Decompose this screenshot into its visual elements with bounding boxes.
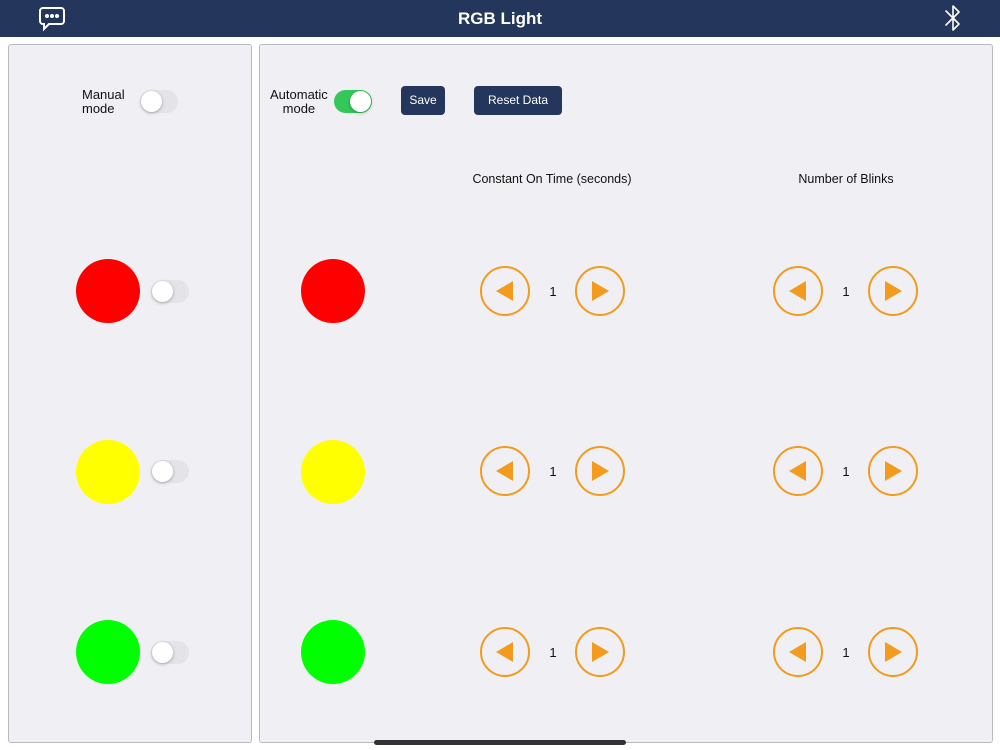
auto-red-light bbox=[301, 259, 365, 323]
on-time-increment-button[interactable] bbox=[575, 627, 625, 677]
automatic-mode-label-line2: mode bbox=[282, 101, 316, 116]
auto-green-light bbox=[301, 620, 365, 684]
blinks-increment-button[interactable] bbox=[868, 266, 918, 316]
manual-mode-toggle[interactable] bbox=[140, 90, 178, 113]
on-time-decrement-button[interactable] bbox=[480, 446, 530, 496]
manual-mode-label-line1: Manual bbox=[82, 87, 125, 102]
manual-mode-label-line2: mode bbox=[82, 101, 115, 116]
page-title: RGB Light bbox=[457, 9, 543, 28]
automatic-mode-panel: Automatic mode Save Reset Data Constant … bbox=[259, 44, 993, 743]
bluetooth-icon[interactable] bbox=[940, 3, 966, 33]
blinks-decrement-button[interactable] bbox=[773, 627, 823, 677]
blinks-value: 1 bbox=[842, 284, 850, 299]
manual-yellow-light bbox=[76, 440, 140, 504]
automatic-mode-label-line1: Automatic bbox=[270, 87, 328, 102]
manual-mode-panel: Manual mode bbox=[8, 44, 252, 743]
on-time-value: 1 bbox=[549, 464, 557, 479]
manual-mode-label: Manual mode bbox=[82, 88, 125, 116]
home-indicator bbox=[374, 740, 626, 745]
manual-red-toggle[interactable] bbox=[151, 280, 189, 303]
on-time-column-header: Constant On Time (seconds) bbox=[472, 172, 632, 186]
on-time-increment-button[interactable] bbox=[575, 446, 625, 496]
save-button[interactable]: Save bbox=[401, 86, 445, 115]
on-time-value: 1 bbox=[549, 645, 557, 660]
on-time-value: 1 bbox=[549, 284, 557, 299]
blinks-column-header: Number of Blinks bbox=[798, 172, 894, 186]
automatic-mode-label: Automatic mode bbox=[270, 88, 328, 116]
manual-green-toggle[interactable] bbox=[151, 641, 189, 664]
blinks-value: 1 bbox=[842, 645, 850, 660]
manual-green-light bbox=[76, 620, 140, 684]
chat-bubble-icon[interactable] bbox=[38, 6, 66, 32]
navigation-bar: RGB Light bbox=[0, 0, 1000, 37]
auto-yellow-light bbox=[301, 440, 365, 504]
on-time-decrement-button[interactable] bbox=[480, 266, 530, 316]
blinks-decrement-button[interactable] bbox=[773, 266, 823, 316]
manual-yellow-toggle[interactable] bbox=[151, 460, 189, 483]
automatic-mode-toggle[interactable] bbox=[334, 90, 372, 113]
reset-data-button[interactable]: Reset Data bbox=[474, 86, 562, 115]
manual-red-light bbox=[76, 259, 140, 323]
blinks-decrement-button[interactable] bbox=[773, 446, 823, 496]
on-time-decrement-button[interactable] bbox=[480, 627, 530, 677]
on-time-increment-button[interactable] bbox=[575, 266, 625, 316]
blinks-increment-button[interactable] bbox=[868, 446, 918, 496]
blinks-increment-button[interactable] bbox=[868, 627, 918, 677]
blinks-value: 1 bbox=[842, 464, 850, 479]
